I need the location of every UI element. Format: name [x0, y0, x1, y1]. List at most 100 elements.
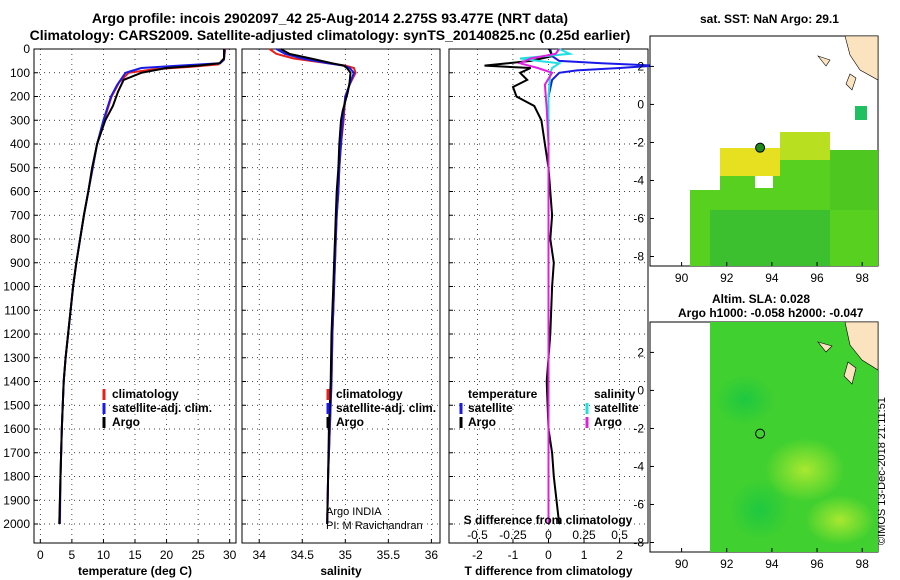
difference-panel: -2 -1 0 1 2 T difference from climatology temp… [448, 48, 656, 578]
sst-patch [710, 210, 830, 266]
island-land [845, 73, 857, 91]
island-land [843, 361, 857, 385]
y-tick-label: 500 [10, 161, 30, 175]
dataset-annotation: PI: M Ravichandran [326, 520, 423, 532]
y-tick-label: 1500 [3, 398, 30, 412]
y-tick-label: 200 [10, 90, 30, 104]
map-lon-label: 92 [720, 557, 734, 571]
y-tick-label: 1900 [3, 493, 30, 507]
y-tick-label: 900 [10, 256, 30, 270]
x-tick-label: 5 [69, 548, 76, 562]
map-lat-label: -8 [633, 249, 644, 263]
map-lat-label: -2 [633, 421, 644, 435]
legend-heading-salinity: salinity [594, 387, 636, 401]
salinity-panel: 34 34.5 35 35.5 36 salinity climatologysatelli… [241, 48, 441, 578]
map-lat-label: -4 [633, 173, 644, 187]
x-tick-label: -1 [508, 548, 519, 562]
y-tick-label: 1600 [3, 422, 30, 436]
x-tick-label: 35.5 [377, 548, 401, 562]
x-tick-label: -2 [472, 548, 483, 562]
y-tick-label: 1000 [3, 280, 30, 294]
x-tick-label: 0 [545, 548, 552, 562]
temperature-panel: 0 5 10 15 20 25 300100200300400500600700800900… [3, 42, 236, 578]
x-tick-label: 34.5 [291, 548, 315, 562]
x-axis-label: salinity [320, 564, 362, 578]
sla-high-anomaly [765, 438, 845, 502]
x-axis-label: temperature (deg C) [78, 564, 192, 578]
sst-cloud-gap [755, 176, 773, 188]
sumatra-land [844, 322, 878, 371]
x-tick-label: 10 [97, 548, 111, 562]
sla-map-title-line1: Altim. SLA: 0.028 [712, 292, 811, 306]
legend-label: Argo [468, 415, 496, 429]
island-land [817, 55, 831, 67]
secondary-x-tick-label: 0.25 [572, 528, 596, 542]
x-tick-label: 15 [128, 548, 142, 562]
sumatra-land [844, 36, 878, 81]
y-tick-label: 1300 [3, 351, 30, 365]
y-tick-label: 700 [10, 208, 30, 222]
map-lat-label: 2 [637, 345, 644, 359]
y-tick-label: 1400 [3, 375, 30, 389]
legend-label: Argo [112, 415, 140, 429]
secondary-x-tick-label: 0.5 [611, 528, 628, 542]
sst-cloud-gap [690, 160, 720, 190]
x-tick-label: 36 [425, 548, 439, 562]
sst-patch [855, 106, 867, 120]
sla-map-title-line2: Argo h1000: -0.058 h2000: -0.047 [678, 306, 864, 320]
sla-low-anomaly [715, 375, 775, 425]
dataset-annotation: Argo INDIA [326, 506, 382, 518]
map-lon-label: 98 [856, 271, 870, 285]
sla-high-anomaly [805, 495, 875, 545]
y-tick-label: 300 [10, 113, 30, 127]
y-tick-label: 1100 [4, 303, 30, 317]
y-tick-label: 100 [10, 66, 30, 80]
legend-label: Argo [336, 415, 364, 429]
map-lat-label: -8 [633, 535, 644, 549]
map-lon-label: 98 [856, 557, 870, 571]
secondary-x-tick-label: 0 [545, 528, 552, 542]
x-axis-label: T difference from climatology [464, 564, 632, 578]
y-tick-label: 1800 [3, 470, 30, 484]
sst-patch [830, 150, 878, 210]
secondary-axis-label: S difference from climatology [464, 513, 633, 527]
y-tick-label: 600 [10, 185, 30, 199]
x-tick-label: 25 [191, 548, 205, 562]
y-tick-label: 1200 [3, 327, 30, 341]
legend-label: satellite [594, 401, 639, 415]
sst-patch [780, 132, 830, 160]
legend-label: Argo [594, 415, 622, 429]
map-lon-label: 96 [810, 271, 824, 285]
y-tick-label: 400 [10, 137, 30, 151]
sst-map: 90 92 94 96 98 2 0 -2 -4 -6 -8 [633, 35, 879, 285]
x-tick-label: 34 [253, 548, 267, 562]
map-lat-label: 0 [637, 383, 644, 397]
map-lat-label: -4 [633, 459, 644, 473]
legend-heading-temperature: temperature [468, 387, 538, 401]
map-lon-label: 96 [810, 557, 824, 571]
legend-label: climatology [112, 387, 179, 401]
series-line-temperature-argo [484, 48, 561, 525]
legend-label: satellite-adj. clim. [336, 401, 436, 415]
series-line-argo [280, 48, 352, 525]
x-tick-label: 20 [160, 548, 174, 562]
map-lat-label: -6 [633, 211, 644, 225]
x-tick-label: 1 [581, 548, 588, 562]
map-lon-label: 90 [675, 271, 689, 285]
x-tick-label: 35 [339, 548, 353, 562]
sst-map-title: sat. SST: NaN Argo: 29.1 [700, 12, 839, 26]
plot-frame [241, 48, 441, 544]
map-lon-label: 94 [765, 271, 779, 285]
plot-frame [33, 48, 237, 544]
y-tick-label: 0 [23, 42, 30, 56]
series-line-argo [58, 49, 225, 525]
map-lat-label: -6 [633, 497, 644, 511]
map-lon-label: 92 [720, 271, 734, 285]
legend-label: satellite [468, 401, 513, 415]
map-lat-label: 2 [637, 59, 644, 73]
series-line-salinity-argo [517, 48, 561, 524]
map-lat-label: 0 [637, 97, 644, 111]
y-tick-label: 2000 [3, 517, 30, 531]
sla-argo-position-marker [755, 428, 766, 439]
x-tick-label: 2 [616, 548, 623, 562]
